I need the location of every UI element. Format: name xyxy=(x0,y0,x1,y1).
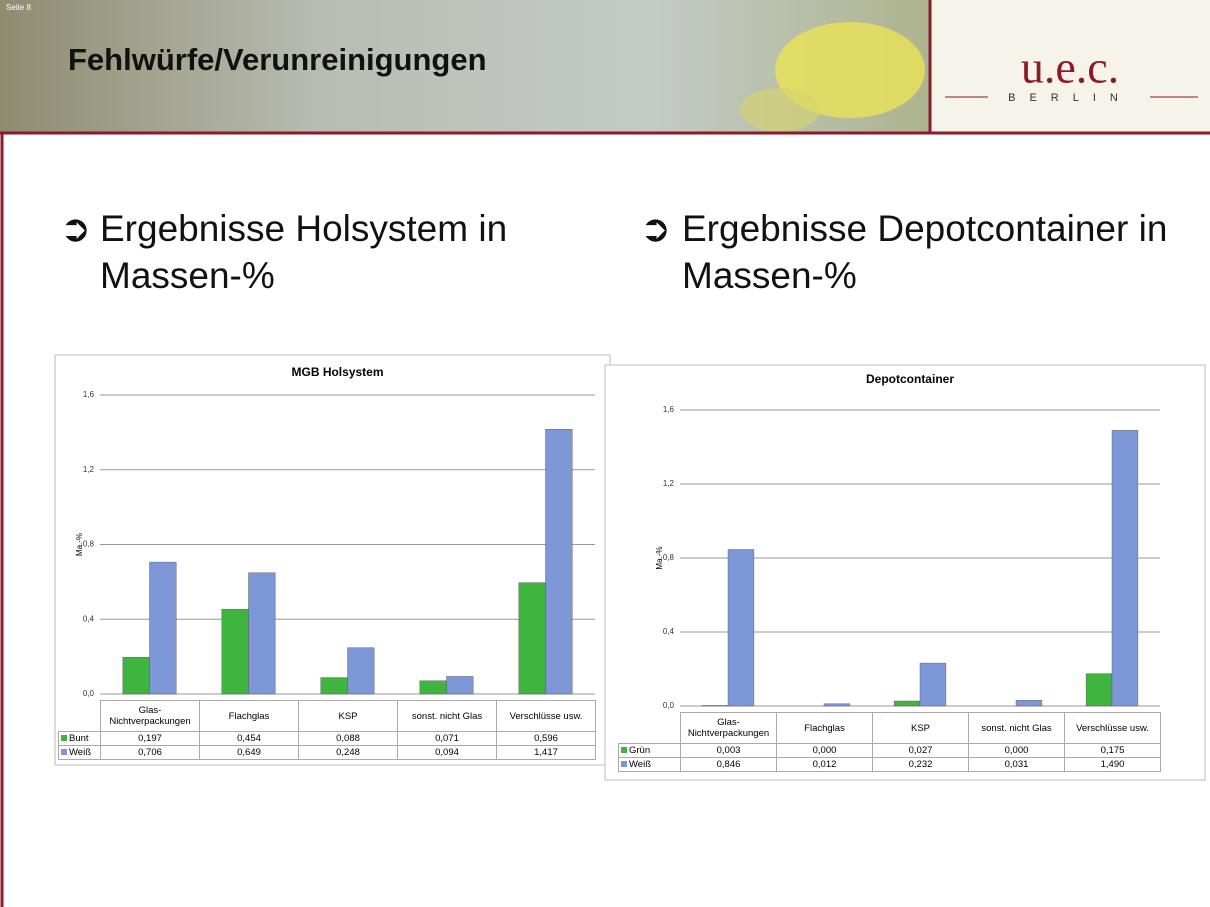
slide-title: Fehlwürfe/Verunreinigungen xyxy=(68,42,487,77)
x-tick-label: sonst. nicht Glas xyxy=(969,713,1065,744)
data-label: 0,094 xyxy=(398,746,497,760)
legend-entry: Bunt xyxy=(59,732,101,746)
data-label: 0,232 xyxy=(873,758,969,772)
data-label: 1,490 xyxy=(1065,758,1161,772)
flower xyxy=(740,88,820,132)
bar xyxy=(321,678,348,694)
corner xyxy=(619,713,681,744)
y-tick-label: 1,6 xyxy=(83,390,95,399)
legend-label: Bunt xyxy=(69,733,89,744)
data-label: 0,175 xyxy=(1065,744,1161,758)
y-tick-label: 0,4 xyxy=(663,627,675,636)
data-label: 0,012 xyxy=(777,758,873,772)
y-tick-label: 1,6 xyxy=(663,405,675,414)
data-label: 0,596 xyxy=(497,732,596,746)
bar xyxy=(249,573,276,694)
y-tick-label: 0,8 xyxy=(663,553,675,562)
slide: Seite 8 Fehlwürfe/Verunreinigungen u.e.c… xyxy=(0,0,1210,907)
x-tick-label: Flachglas xyxy=(200,701,299,732)
y-tick-label: 1,2 xyxy=(663,479,675,488)
bullet-icon: ➲ xyxy=(640,205,671,252)
bar xyxy=(728,549,754,706)
legend-entry: Weiß xyxy=(619,758,681,772)
legend-label: Weiß xyxy=(69,747,91,758)
bullet-text: Ergebnisse Holsystem in Massen-% xyxy=(100,205,580,299)
chart-title: Depotcontainer xyxy=(866,372,954,386)
legend-entry: Grün xyxy=(619,744,681,758)
bar xyxy=(546,429,573,694)
y-tick-label: 1,2 xyxy=(83,465,95,474)
bullet-text: Ergebnisse Depotcontainer in Massen-% xyxy=(682,205,1172,299)
data-label: 0,846 xyxy=(681,758,777,772)
bar xyxy=(420,681,447,694)
bar xyxy=(348,648,375,694)
bar xyxy=(222,609,249,694)
data-label: 1,417 xyxy=(497,746,596,760)
legend-label: Grün xyxy=(629,745,650,756)
legend-swatch xyxy=(621,761,627,767)
chart-title: MGB Holsystem xyxy=(291,365,383,379)
bullet: ➲ Ergebnisse Depotcontainer in Massen-% xyxy=(640,205,1180,299)
bar xyxy=(519,583,546,694)
data-label: 0,003 xyxy=(681,744,777,758)
y-tick-label: 0,0 xyxy=(83,689,95,698)
bar xyxy=(123,657,150,694)
data-label: 0,027 xyxy=(873,744,969,758)
data-label: 0,000 xyxy=(969,744,1065,758)
x-tick-label: Glas- Nichtverpackungen xyxy=(101,701,200,732)
y-tick-label: 0,0 xyxy=(663,701,675,710)
corner xyxy=(59,701,101,732)
data-label: 0,031 xyxy=(969,758,1065,772)
logo-sub: BERLIN xyxy=(1008,92,1132,104)
data-label: 0,197 xyxy=(101,732,200,746)
bar xyxy=(1112,430,1138,706)
data-label: 0,706 xyxy=(101,746,200,760)
data-label: 0,454 xyxy=(200,732,299,746)
data-label: 0,071 xyxy=(398,732,497,746)
legend-label: Weiß xyxy=(629,759,651,770)
bar xyxy=(702,705,728,706)
data-label: 0,088 xyxy=(299,732,398,746)
logo: u.e.c. xyxy=(1021,42,1119,93)
page-number: Seite 8 xyxy=(6,3,31,12)
bar xyxy=(824,704,850,706)
bar xyxy=(1086,674,1112,706)
bullet: ➲ Ergebnisse Holsystem in Massen-% xyxy=(60,205,580,299)
data-label: 0,248 xyxy=(299,746,398,760)
bar xyxy=(894,701,920,706)
bullet-icon: ➲ xyxy=(60,205,91,252)
x-tick-label: KSP xyxy=(873,713,969,744)
bar xyxy=(920,663,946,706)
bar xyxy=(1016,700,1042,706)
data-label: 0,000 xyxy=(777,744,873,758)
x-tick-label: Verschlüsse usw. xyxy=(497,701,596,732)
x-tick-label: Verschlüsse usw. xyxy=(1065,713,1161,744)
legend-swatch xyxy=(61,735,67,741)
y-tick-label: 0,4 xyxy=(83,614,95,623)
data-label: 0,649 xyxy=(200,746,299,760)
x-tick-label: Flachglas xyxy=(777,713,873,744)
legend-swatch xyxy=(621,747,627,753)
legend-entry: Weiß xyxy=(59,746,101,760)
x-tick-label: KSP xyxy=(299,701,398,732)
x-tick-label: Glas- Nichtverpackungen xyxy=(681,713,777,744)
bar xyxy=(447,676,474,694)
x-tick-label: sonst. nicht Glas xyxy=(398,701,497,732)
bar xyxy=(150,562,177,694)
y-tick-label: 0,8 xyxy=(83,540,95,549)
legend-swatch xyxy=(61,749,67,755)
